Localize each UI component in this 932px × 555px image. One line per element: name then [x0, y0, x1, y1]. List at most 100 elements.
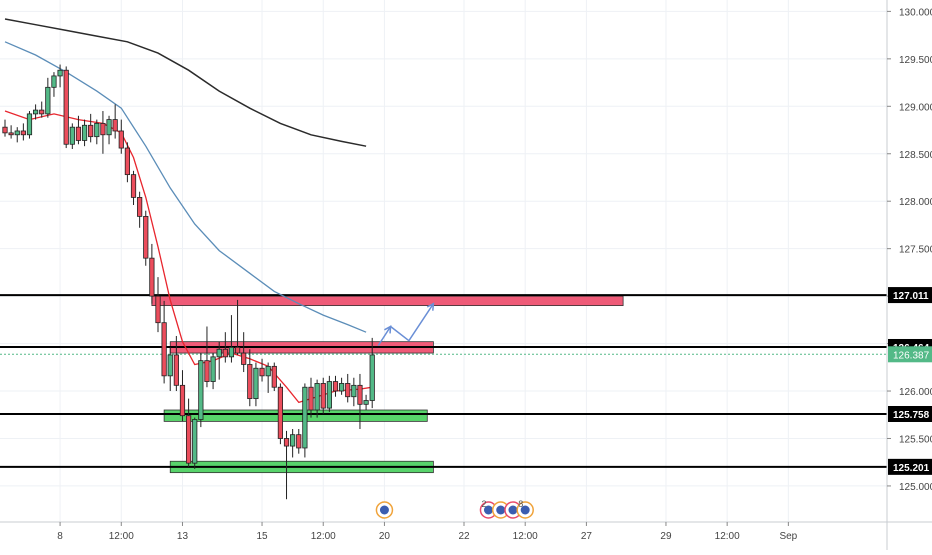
- candle-body: [63, 69, 69, 145]
- level-price-label: 127.011: [893, 291, 929, 302]
- candle-body: [2, 126, 8, 134]
- candle-body: [259, 367, 265, 377]
- candle-body: [338, 383, 345, 392]
- candle-body: [210, 356, 216, 382]
- candle-body: [130, 174, 137, 198]
- price-tick-label: 125.500: [899, 434, 932, 445]
- candle-body: [234, 346, 241, 354]
- candle-body: [351, 384, 357, 398]
- time-tick-label: 15: [256, 531, 268, 542]
- time-tick-label: 29: [660, 531, 672, 542]
- candle-body: [296, 434, 302, 449]
- candle-body: [326, 381, 332, 409]
- candle-body: [88, 124, 94, 138]
- last-price-label: 126.387: [893, 350, 930, 361]
- candle-body: [332, 381, 339, 392]
- candle-body: [290, 434, 296, 447]
- candle-body: [69, 126, 75, 145]
- event-marker-dot: [483, 505, 493, 515]
- candle-body: [216, 348, 222, 358]
- level-price-label: 125.758: [893, 410, 930, 421]
- candle-body: [185, 415, 192, 464]
- candle-body: [118, 130, 124, 149]
- candles: [2, 64, 375, 500]
- candle-body: [33, 109, 39, 115]
- event-marker-dot: [520, 505, 530, 515]
- candle-body: [14, 130, 20, 136]
- candle-body: [345, 383, 351, 398]
- time-tick-label: 12:00: [715, 531, 740, 542]
- price-tick-label: 127.500: [899, 245, 932, 256]
- time-axis[interactable]: 8 12:00 13 15 12:00 20 22 12:00 27 29 12:00 Sep: [0, 521, 932, 542]
- candle-body: [320, 383, 326, 409]
- event-marker-dot: [379, 505, 389, 515]
- candle-body: [302, 386, 308, 449]
- resistance-zone: [151, 295, 624, 307]
- candle-body: [198, 360, 204, 420]
- time-tick-label: 12:00: [513, 531, 538, 542]
- candle-body: [222, 348, 228, 358]
- event-marker-count: 2: [481, 499, 486, 509]
- price-tick-label: 128.000: [899, 197, 932, 208]
- ema-mid-line: [4, 41, 367, 333]
- projection-path: [377, 303, 435, 346]
- time-tick-label: Sep: [779, 531, 797, 542]
- candle-body: [357, 384, 363, 405]
- grid: [0, 0, 887, 522]
- candle-body: [204, 360, 210, 382]
- candle-body: [314, 383, 320, 411]
- candle-body: [155, 295, 161, 324]
- candle-body: [106, 119, 112, 136]
- time-tick-label: 8: [57, 531, 63, 542]
- price-tick-label: 129.000: [899, 102, 932, 113]
- candle-body: [228, 346, 235, 358]
- candle-body: [241, 352, 247, 365]
- projection-arrows: [377, 302, 435, 346]
- candle-body: [179, 384, 186, 417]
- price-levels: [0, 294, 887, 468]
- candle-body: [8, 132, 14, 136]
- candle-body: [20, 130, 26, 136]
- time-tick-label: 22: [458, 531, 470, 542]
- candle-body: [51, 75, 57, 88]
- level-price-badge: [888, 287, 932, 304]
- candle-body: [308, 386, 314, 411]
- zones: [151, 295, 624, 474]
- arrow-head: [384, 325, 392, 334]
- level-price-label: 125.201: [893, 463, 930, 474]
- arrow-head: [426, 302, 435, 311]
- price-tick-label: 125.000: [899, 482, 932, 493]
- candle-body: [39, 109, 45, 115]
- level-price-badge: [888, 458, 932, 475]
- candle-body: [167, 354, 173, 377]
- price-tick-label: 128.500: [899, 150, 932, 161]
- event-marker-dot: [508, 505, 518, 515]
- candle-body: [173, 354, 179, 386]
- candle-body: [57, 69, 63, 77]
- price-tick-label: 126.000: [899, 387, 932, 398]
- time-tick-label: 13: [177, 531, 189, 542]
- candle-body: [253, 367, 259, 400]
- last-price-badge: [888, 346, 932, 363]
- time-tick-label: 27: [581, 531, 593, 542]
- time-tick-label: 20: [379, 531, 391, 542]
- event-marker-count: 8: [518, 499, 523, 509]
- candle-body: [271, 365, 277, 388]
- candle-body: [265, 365, 271, 377]
- candle-body: [192, 419, 198, 464]
- candle-body: [124, 147, 130, 176]
- price-axis[interactable]: 130.000 129.500 129.000 128.500 128.000 127.5…: [886, 0, 932, 550]
- ema-slow-line: [4, 18, 367, 147]
- candle-body: [369, 354, 375, 401]
- candle-body: [143, 215, 149, 259]
- time-tick-label: 12:00: [109, 531, 134, 542]
- candle-body: [94, 122, 100, 138]
- support-zone: [163, 409, 428, 422]
- price-tick-label: 130.000: [899, 7, 932, 18]
- candle-body: [363, 400, 369, 405]
- event-marker-dot: [496, 505, 506, 515]
- candle-body: [161, 322, 167, 377]
